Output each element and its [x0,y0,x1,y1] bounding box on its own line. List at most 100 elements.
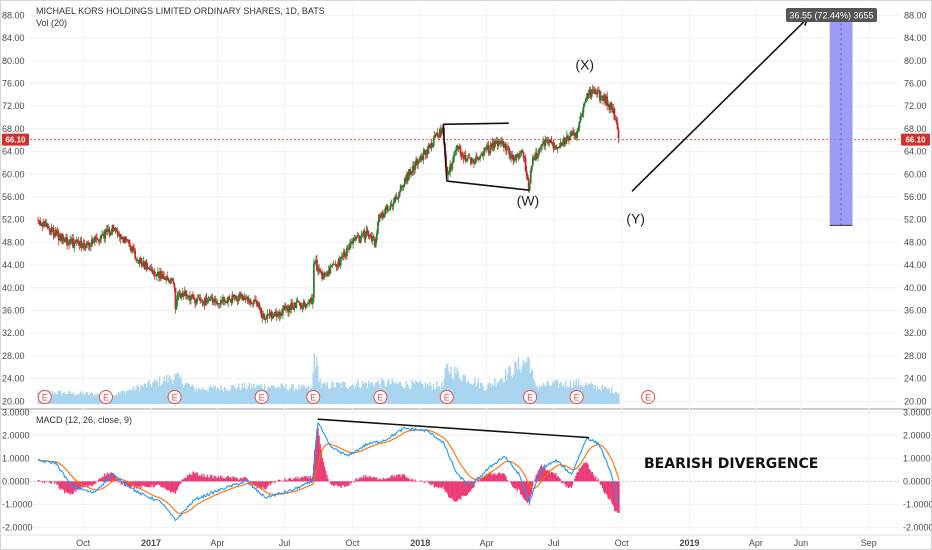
candle-body [472,159,474,161]
candle-body [131,246,133,252]
candle-body [502,143,505,148]
candle-body [476,156,478,158]
candle-body [300,305,303,308]
candle-body [228,296,231,301]
candle-body [116,230,119,236]
price-tick-label-right: 68.00 [904,124,927,134]
candle-body [212,300,215,303]
candle-body [477,157,479,160]
time-tick-label: 2017 [141,538,161,548]
price-tick-label-right: 76.00 [904,78,927,88]
trendline [446,180,530,191]
candle-body [348,247,350,249]
candle-body [157,271,159,275]
earnings-marker-label: E [574,393,580,403]
candle-body [75,239,78,243]
candle-body [371,236,374,241]
candle-body [359,238,362,243]
candle-body [223,297,225,302]
price-tick-label-right: 44.00 [904,260,927,270]
candle-body [74,242,77,243]
candle-body [246,297,249,302]
candle-body [254,299,256,301]
candle-body [272,316,275,317]
candle-body [141,264,144,267]
candle-body [456,145,459,147]
candle-body [273,312,276,317]
price-tick-label-right: 84.00 [904,33,927,43]
candle-body [542,141,545,145]
candle-body [403,177,406,185]
candle-body [526,175,529,180]
candle-body [211,297,214,303]
macd-tick-label-right: 0.0000 [903,476,931,486]
candle-body [227,296,230,303]
candle-body [283,305,285,309]
candle-body [148,268,151,271]
candle-body [98,240,100,242]
candle-body [558,145,561,148]
candle-body [363,231,366,239]
candle-body [544,139,547,146]
price-tick-label-left: 88.00 [2,10,25,20]
candle-body [47,226,50,229]
candle-body [404,177,407,182]
candle-body [439,129,442,135]
candle-body [465,159,468,162]
candle-body [278,312,281,317]
candle-body [563,137,566,144]
candle-body [306,303,309,305]
candle-body [332,264,335,265]
candle-body [579,116,582,122]
candle-body [72,238,75,248]
candle-body [556,147,559,149]
candle-body [193,297,195,300]
candle-body [457,145,460,149]
price-tick-label-right: 32.00 [904,328,927,338]
macd-tick-label-left: 1.0000 [2,453,30,463]
candle-body [276,314,279,318]
candle-body [462,156,465,159]
candle-body [145,262,148,268]
earnings-marker-label: E [444,393,450,403]
candle-body [551,142,554,144]
candle-body [511,154,514,157]
candle-body [554,145,557,148]
candle-body [437,136,440,138]
candle-body [523,157,526,159]
candle-body [322,277,325,279]
candle-body [303,301,306,304]
candle-body [431,146,434,148]
candle-body [600,96,602,101]
candle-body [578,121,581,129]
earnings-marker-label: E [310,393,316,403]
candle-body [341,256,344,258]
candle-body [185,295,188,297]
candle-body [389,205,392,210]
time-tick-label: Apr [210,538,224,548]
candle-body [553,145,556,149]
candle-body [455,146,458,151]
candle-body [240,294,243,296]
candle-body [481,153,484,156]
candle-body [375,233,378,240]
earnings-marker-label: E [259,393,265,403]
candle-body [413,165,415,171]
candle-body [277,312,280,315]
price-tick-label-right: 36.00 [904,306,927,316]
candle-body [236,299,239,301]
price-tick-label-left: 44.00 [2,260,25,270]
trendline [443,122,509,126]
price-tick-label-left: 52.00 [2,215,25,225]
candle-body [101,235,104,236]
candle-body [281,308,284,315]
candle-body [613,108,616,120]
candle-body [319,268,321,272]
candle-body [504,144,506,148]
candle-body [334,263,337,266]
candle-body [302,301,305,308]
candle-body [448,171,451,174]
candle-body [449,164,452,172]
candle-body [297,300,300,302]
candle-body [202,300,205,303]
